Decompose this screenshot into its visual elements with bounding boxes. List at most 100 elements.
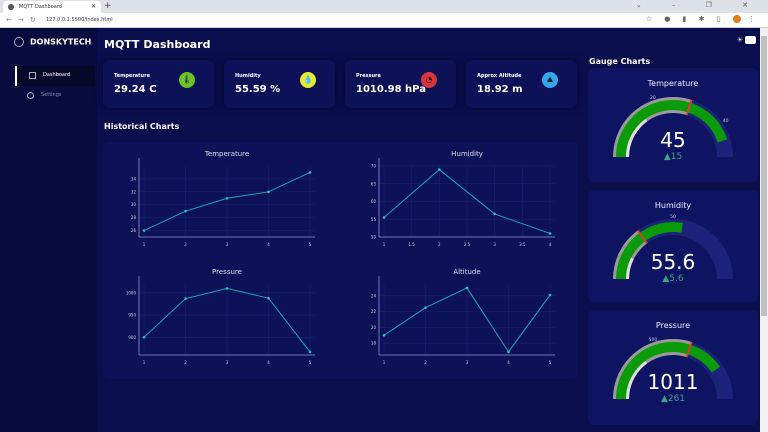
gauge-reference-marker	[685, 99, 693, 116]
gauge-temperature: Temperature 20 40 45 ▲15	[588, 68, 758, 182]
data-point	[225, 287, 229, 290]
logo-icon	[14, 37, 24, 47]
gauge-inner-band	[625, 118, 648, 158]
gauge-tick-label: 50	[670, 214, 676, 220]
gauge-value: 1011	[648, 370, 699, 394]
data-point	[184, 297, 187, 300]
historical-charts-panel: Temperature 26 28 30 32 34 1 2 3 4 5 Humidity 50 55 60…	[103, 142, 578, 379]
gauge-title: Pressure	[656, 321, 690, 330]
gauge-pressure: Pressure 500 1011 ▲261	[588, 310, 758, 425]
series-line	[383, 168, 551, 234]
profile-avatar[interactable]	[732, 15, 741, 23]
x-tick-label: 5	[309, 242, 312, 247]
data-point	[548, 232, 552, 235]
historical-charts-title: Historical Charts	[104, 122, 180, 131]
gauge-value-bar	[616, 222, 683, 280]
y-tick-label: 32	[131, 189, 137, 194]
card-value: 29.24 C	[114, 84, 157, 95]
toggle-switch[interactable]	[745, 36, 756, 44]
y-tick-label: 900	[128, 335, 136, 340]
card-label: Approx Altitude	[477, 73, 522, 79]
chart-title: Temperature	[204, 150, 249, 158]
gauge-reference-marker	[685, 341, 693, 358]
gauge-value-bar	[616, 342, 721, 400]
data-point	[267, 190, 270, 194]
gauge-inner-band	[625, 257, 634, 280]
gauge-tick-label: 500	[649, 337, 658, 343]
x-tick-label: 2	[184, 360, 187, 365]
x-tick-label: 2	[424, 360, 427, 365]
y-tick-label: 22	[371, 309, 377, 314]
sidebar-item-label: Dashboard	[43, 72, 71, 78]
x-tick-label: 1	[383, 360, 386, 365]
gauge-delta: ▲15	[664, 152, 682, 162]
card-label: Pressure	[356, 73, 381, 79]
x-tick-label: 2	[184, 242, 187, 247]
x-tick-label: 1	[383, 242, 386, 247]
x-tick-label: 4	[507, 360, 510, 365]
card-temperature: Temperature 29.24 C 🌡	[103, 60, 214, 108]
x-tick-label: 4	[267, 360, 270, 365]
card-humidity: Humidity 55.59 % 💧	[224, 60, 335, 108]
gauge-tick-label: 40	[723, 118, 729, 124]
data-point	[308, 350, 312, 354]
gauge-charts-title: Gauge Charts	[589, 57, 651, 66]
card-pressure: Pressure 1010.98 hPa ◔	[345, 60, 456, 108]
gauge-inner-band	[625, 360, 648, 400]
data-point	[142, 229, 146, 232]
scrollbar-thumb[interactable]	[761, 36, 767, 316]
gauge-humidity: Humidity 50 55.6 ▲5.6	[588, 190, 758, 302]
gauge-reference-marker	[636, 229, 648, 244]
data-point	[308, 171, 312, 174]
theme-toggle[interactable]: ☀	[737, 36, 756, 44]
new-tab-button[interactable]: +	[104, 1, 112, 11]
data-point	[225, 196, 229, 200]
app: DONSKYTECH Dashboard Settings MQTT Dashb…	[0, 28, 760, 432]
gauge-value: 45	[660, 128, 685, 152]
data-point	[382, 216, 386, 219]
data-point	[184, 209, 187, 213]
x-tick-label: 1	[143, 242, 146, 247]
data-point	[267, 296, 270, 300]
gauge-title: Humidity	[655, 201, 692, 210]
chart-title: Altitude	[453, 268, 480, 276]
y-tick-label: 30	[131, 202, 137, 207]
droplet-icon: 💧	[300, 72, 316, 88]
data-point	[548, 293, 552, 297]
gear-icon	[27, 92, 34, 99]
data-point	[382, 333, 386, 337]
y-tick-label: 55	[371, 217, 377, 222]
gauge-value: 55.6	[651, 250, 696, 274]
y-tick-label: 70	[371, 164, 377, 169]
x-tick-label: 3.5	[519, 242, 526, 247]
chart-pressure: Pressure 900 950 1000 1 2 3 4 5	[126, 268, 315, 365]
browser-tab[interactable]: MQTT Dashboard ✕	[3, 1, 101, 13]
window-controls[interactable]: ⌄ – ❐ ✕	[635, 1, 762, 9]
browser-tab-bar: MQTT Dashboard ✕ + ⌄ – ❐ ✕	[0, 0, 768, 13]
x-tick-label: 4	[267, 242, 270, 247]
extensions-icons[interactable]: ☆ ● ▮ ✱ ▯ ⋮	[645, 15, 760, 23]
sidebar-item-settings[interactable]: Settings	[15, 86, 95, 106]
card-value: 1010.98 hPa	[356, 84, 426, 95]
sidebar-item-dashboard[interactable]: Dashboard	[15, 66, 95, 86]
page-title: MQTT Dashboard	[104, 38, 211, 51]
nav-buttons[interactable]: ←→↻	[6, 16, 42, 24]
close-tab-icon[interactable]: ✕	[90, 3, 96, 10]
url-input[interactable]: 127.0.0.1:5500/index.html	[46, 17, 113, 23]
brand-name: DONSKYTECH	[30, 37, 92, 47]
thermometer-icon: 🌡	[179, 72, 195, 88]
tab-title: MQTT Dashboard	[19, 4, 62, 10]
chart-humidity: Humidity 50 55 60 65 70 1 1.5 2 2.5 3 3.5 4	[371, 150, 555, 247]
scrollbar[interactable]	[760, 28, 768, 432]
x-tick-label: 2.5	[464, 242, 471, 247]
y-tick-label: 950	[128, 313, 136, 318]
x-tick-label: 4	[549, 242, 552, 247]
mountain-icon: ⛰	[542, 72, 558, 88]
y-tick-label: 20	[371, 325, 377, 330]
x-tick-label: 5	[309, 360, 312, 365]
x-tick-label: 1	[143, 360, 146, 365]
data-point	[465, 286, 469, 290]
gauge-delta: ▲5.6	[662, 274, 684, 284]
